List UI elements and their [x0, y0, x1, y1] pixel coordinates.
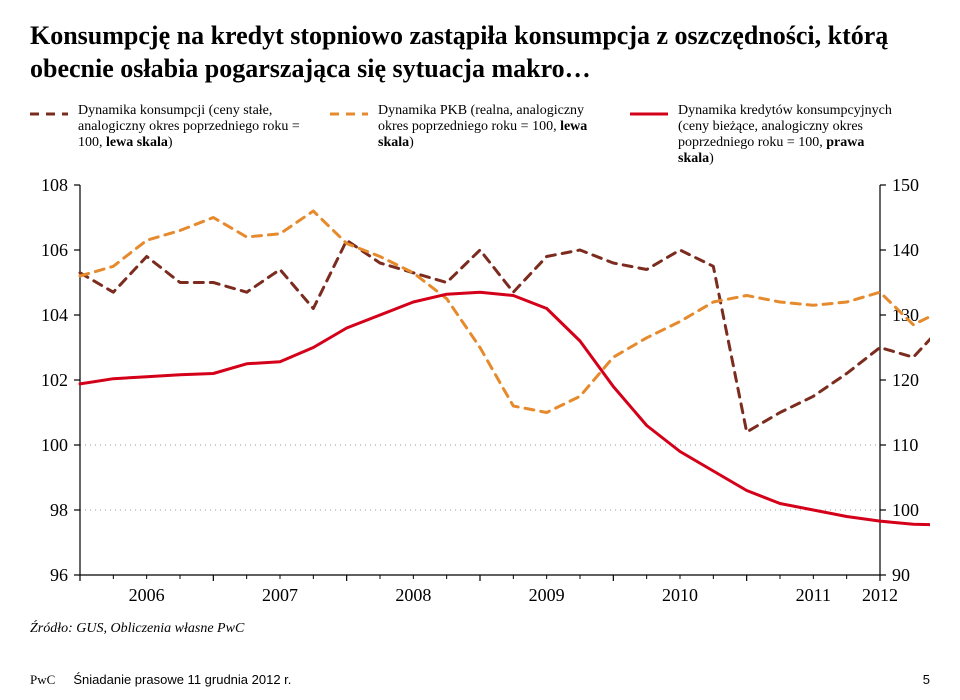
chart-legend: Dynamika konsumpcji (ceny stałe, analogi… — [30, 103, 930, 167]
svg-text:2006: 2006 — [129, 585, 165, 605]
svg-text:100: 100 — [41, 435, 68, 455]
footer-event: Śniadanie prasowe 11 grudnia 2012 r. — [73, 672, 291, 687]
source-label: Źródło: GUS, Obliczenia własne PwC — [30, 621, 930, 637]
svg-text:2007: 2007 — [262, 585, 298, 605]
legend-item-kredyty: Dynamika kredytów konsumpcyjnych (ceny b… — [630, 103, 900, 167]
svg-text:90: 90 — [892, 565, 910, 585]
svg-text:120: 120 — [892, 370, 919, 390]
legend-swatch-kredyty — [630, 107, 668, 121]
svg-text:150: 150 — [892, 175, 919, 195]
svg-text:2012: 2012 — [862, 585, 898, 605]
footer-brand: PwC — [30, 672, 55, 687]
svg-text:108: 108 — [41, 175, 68, 195]
legend-swatch-konsumpcja — [30, 107, 68, 121]
svg-text:140: 140 — [892, 240, 919, 260]
legend-text-konsumpcja: Dynamika konsumpcji (ceny stałe, analogi… — [78, 103, 300, 151]
legend-item-pkb: Dynamika PKB (realna, analogiczny okres … — [330, 103, 600, 167]
svg-text:96: 96 — [50, 565, 68, 585]
page-title: Konsumpcję na kredyt stopniowo zastąpiła… — [30, 20, 930, 85]
svg-text:102: 102 — [41, 370, 68, 390]
legend-swatch-pkb — [330, 107, 368, 121]
footer: PwC Śniadanie prasowe 11 grudnia 2012 r.… — [30, 672, 930, 688]
footer-page: 5 — [923, 672, 930, 688]
svg-text:2010: 2010 — [662, 585, 698, 605]
svg-text:2008: 2008 — [395, 585, 431, 605]
svg-text:98: 98 — [50, 500, 68, 520]
svg-text:2009: 2009 — [529, 585, 565, 605]
svg-text:104: 104 — [41, 305, 68, 325]
svg-text:106: 106 — [41, 240, 68, 260]
svg-text:2011: 2011 — [796, 585, 831, 605]
legend-item-konsumpcja: Dynamika konsumpcji (ceny stałe, analogi… — [30, 103, 300, 167]
svg-text:100: 100 — [892, 500, 919, 520]
svg-text:110: 110 — [892, 435, 918, 455]
legend-text-kredyty: Dynamika kredytów konsumpcyjnych (ceny b… — [678, 103, 900, 167]
legend-text-pkb: Dynamika PKB (realna, analogiczny okres … — [378, 103, 600, 151]
chart: 9698100102104106108901001101201301401502… — [30, 175, 930, 615]
